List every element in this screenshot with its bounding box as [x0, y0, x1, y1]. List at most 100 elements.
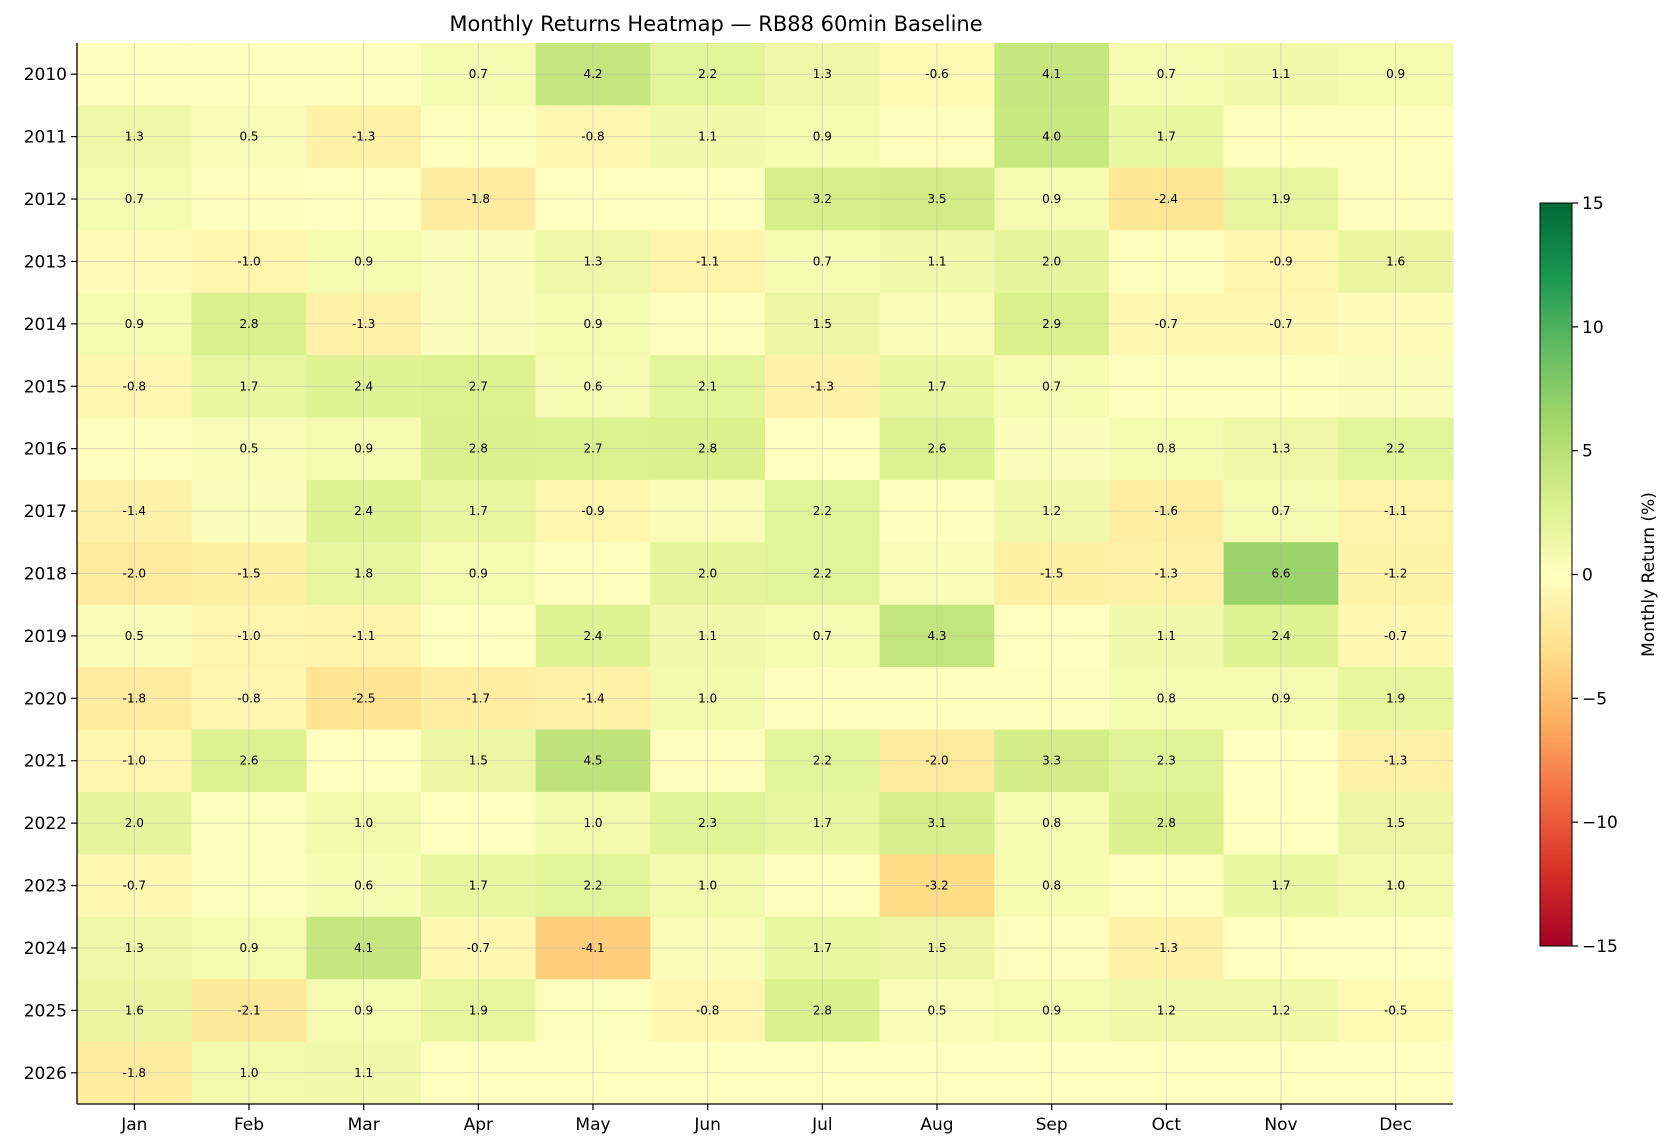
heatmap-cell	[765, 667, 881, 731]
heatmap-cell	[421, 105, 537, 169]
y-tick-label: 2022	[24, 814, 67, 834]
heatmap-cell	[1109, 230, 1225, 294]
heatmap-cell	[306, 542, 422, 606]
heatmap-cell	[306, 355, 422, 418]
cell-value-label: -1.3	[1155, 941, 1178, 955]
heatmap-cell	[421, 667, 537, 731]
heatmap-cell	[535, 43, 651, 106]
cell-value-label: 4.5	[583, 754, 602, 768]
heatmap-cell	[994, 355, 1110, 418]
cell-value-label: 1.2	[1042, 504, 1061, 518]
grid-lines	[77, 43, 1453, 1104]
cell-value-label: 1.1	[354, 1066, 373, 1080]
heatmap-cell	[191, 791, 307, 855]
cell-value-label: -2.5	[352, 691, 375, 705]
heatmap-cell	[994, 43, 1110, 106]
cell-value-label: -1.1	[1384, 504, 1407, 518]
heatmap-cell	[1223, 417, 1339, 481]
cell-value-label: 1.7	[1271, 879, 1290, 893]
cell-value-label: -1.1	[352, 629, 375, 643]
cell-value-label: -1.0	[237, 629, 260, 643]
cell-value-label: -1.4	[581, 691, 604, 705]
y-tick-label: 2024	[24, 939, 67, 959]
heatmap-cell	[765, 542, 881, 606]
cell-value-label: 2.0	[1042, 254, 1061, 268]
colorbar-tick-label: −15	[1582, 937, 1618, 957]
cell-value-label: 1.5	[927, 941, 946, 955]
heatmap-cell	[191, 105, 307, 169]
cell-value-label: 4.2	[583, 67, 602, 81]
cell-value-label: 0.9	[1271, 691, 1290, 705]
heatmap-cell	[1223, 1041, 1339, 1105]
cell-value-label: -0.8	[123, 379, 146, 393]
heatmap-cell	[1109, 43, 1225, 106]
cell-value-label: 2.8	[813, 1003, 832, 1017]
cell-value-label: 0.8	[1042, 816, 1061, 830]
heatmap-cell	[650, 417, 766, 481]
y-tick-label: 2013	[24, 252, 67, 272]
heatmap-cell	[421, 230, 537, 294]
cell-value-label: 1.0	[583, 816, 602, 830]
heatmap-cell	[1338, 417, 1454, 481]
cell-value-label: 1.7	[813, 816, 832, 830]
heatmap-cell	[191, 667, 307, 731]
heatmap-cell	[765, 479, 881, 543]
heatmap-cell	[994, 854, 1110, 918]
x-tick-label: Sep	[1036, 1115, 1068, 1135]
heatmap-cell	[879, 729, 995, 793]
cell-value-label: -1.3	[1155, 567, 1178, 581]
y-tick-label: 2015	[24, 377, 67, 397]
heatmap-cell	[306, 1041, 422, 1105]
cell-value-label: 2.8	[698, 442, 717, 456]
cell-value-label: 0.7	[1271, 504, 1290, 518]
cell-value-label: -0.9	[1269, 254, 1292, 268]
cell-value-label: 0.5	[239, 442, 258, 456]
heatmap-cell	[650, 43, 766, 106]
y-tick-label: 2017	[24, 502, 67, 522]
cell-value-label: 1.5	[469, 754, 488, 768]
heatmap-cell	[306, 417, 422, 481]
heatmap-cell	[994, 667, 1110, 731]
heatmap-cell	[421, 604, 537, 668]
heatmap-cell	[1223, 230, 1339, 294]
cell-value-label: 2.2	[813, 504, 832, 518]
heatmap-cell	[994, 791, 1110, 855]
cell-value-label: 0.9	[583, 317, 602, 331]
heatmap-cell	[1109, 916, 1225, 980]
heatmap-cell	[306, 854, 422, 918]
heatmap-cell	[421, 167, 537, 231]
heatmap-cells	[77, 43, 1454, 1105]
chart-title: Monthly Returns Heatmap — RB88 60min Bas…	[449, 12, 982, 36]
heatmap-cell	[191, 979, 307, 1043]
heatmap-cell	[535, 292, 651, 356]
heatmap-cell	[535, 979, 651, 1043]
heatmap-cell	[191, 854, 307, 918]
heatmap-cell	[1109, 604, 1225, 668]
cell-value-label: 0.9	[813, 130, 832, 144]
cell-value-label: 2.0	[125, 816, 144, 830]
cell-value-label: 0.6	[354, 879, 373, 893]
x-tick-label: May	[575, 1115, 610, 1135]
cell-value-label: 0.8	[1157, 691, 1176, 705]
heatmap-cell	[650, 916, 766, 980]
cell-value-label: 0.9	[1042, 1003, 1061, 1017]
heatmap-cell	[879, 542, 995, 606]
heatmap-cell	[306, 791, 422, 855]
y-tick-label: 2020	[24, 689, 67, 709]
colorbar: 15 10 5 0 −5 −10 −15 Monthly Return (%)	[1539, 194, 1659, 957]
cell-value-label: -1.0	[123, 754, 146, 768]
heatmap-cell	[535, 542, 651, 606]
cell-value-label: 2.9	[1042, 317, 1061, 331]
cell-value-label: 4.1	[1042, 67, 1061, 81]
cell-value-label: 2.4	[583, 629, 602, 643]
heatmap-cell	[650, 479, 766, 543]
cell-value-label: 2.2	[583, 879, 602, 893]
heatmap-cell	[191, 230, 307, 294]
cell-value-label: 0.9	[354, 1003, 373, 1017]
heatmap-cell	[994, 729, 1110, 793]
cell-value-label: 1.6	[125, 1003, 144, 1017]
cell-value-label: -0.7	[1155, 317, 1178, 331]
heatmap-cell	[535, 167, 651, 231]
cell-value-label: 2.7	[469, 379, 488, 393]
heatmap-cell	[1109, 479, 1225, 543]
